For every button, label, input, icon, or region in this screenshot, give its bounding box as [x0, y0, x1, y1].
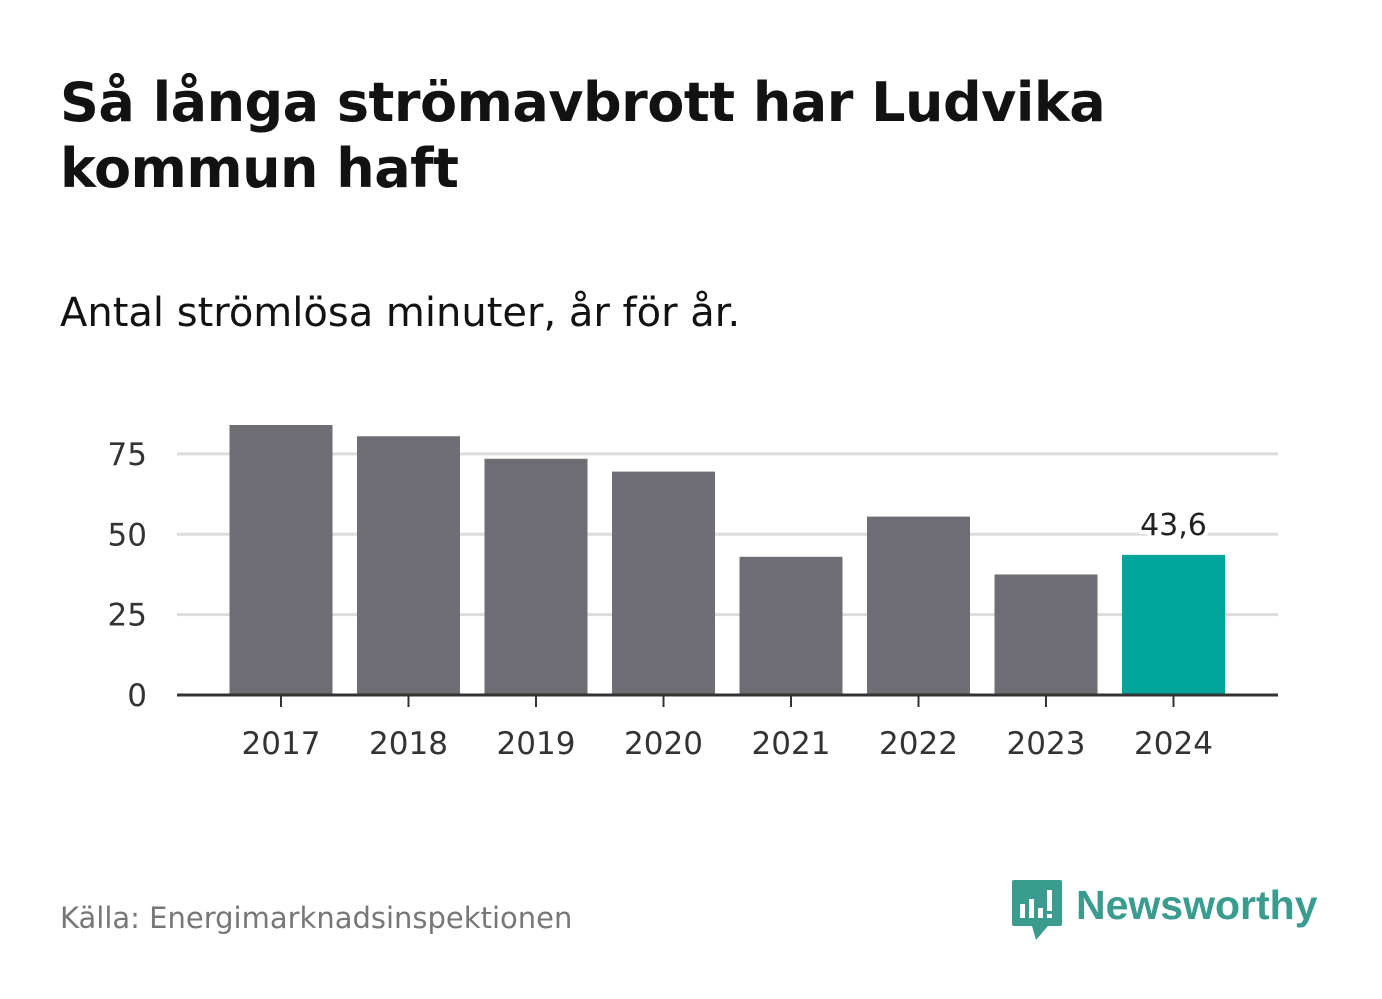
y-tick-label: 50	[108, 517, 147, 553]
data-label: 43,6	[1140, 508, 1207, 543]
y-tick-label: 25	[108, 598, 147, 634]
x-tick-label: 2020	[624, 726, 703, 762]
axes	[177, 693, 1278, 707]
chart-title: Så långa strömavbrott har Ludvika kommun…	[60, 71, 1106, 200]
bar-2019	[484, 458, 588, 695]
bar-2024	[1122, 554, 1225, 695]
x-tick-label: 2023	[1007, 726, 1086, 762]
brand: Newsworthy	[1010, 878, 1318, 942]
x-tick-label: 2019	[497, 726, 576, 762]
y-tick-label: 75	[108, 437, 147, 473]
bars	[229, 425, 1225, 695]
x-tick-label: 2018	[369, 726, 448, 762]
x-tick-label: 2024	[1134, 726, 1213, 762]
x-tick-label: 2021	[752, 726, 831, 762]
x-tick-label: 2017	[242, 726, 321, 762]
bar-2023	[994, 574, 1098, 695]
bar-2018	[357, 436, 460, 695]
data-label-halo: 43,6	[1140, 508, 1207, 543]
bar-2021	[739, 556, 843, 695]
chart-subtitle: Antal strömlösa minuter, år för år.	[60, 290, 741, 336]
bar-2022	[867, 516, 970, 695]
bar-2017	[229, 425, 333, 695]
gridlines	[177, 452, 1278, 617]
newsworthy-logo-icon	[1012, 880, 1062, 940]
brand-name: Newsworthy	[1076, 882, 1318, 928]
bar-2020	[612, 471, 715, 695]
x-tick-label: 2022	[879, 726, 958, 762]
source-note: Källa: Energimarknadsinspektionen	[60, 901, 573, 935]
y-tick-label: 0	[127, 678, 147, 714]
